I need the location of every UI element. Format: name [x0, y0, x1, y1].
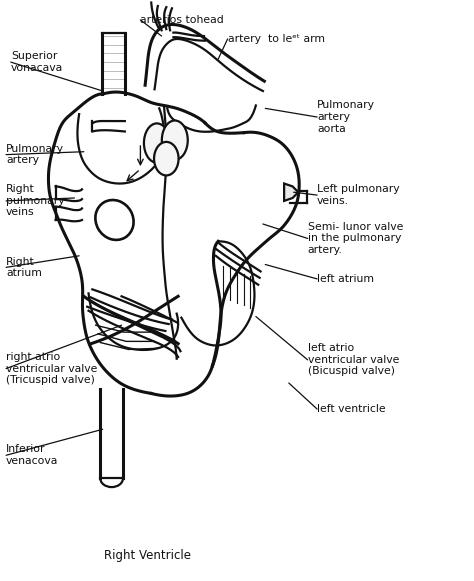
- Ellipse shape: [154, 142, 179, 175]
- Text: left ventricle: left ventricle: [317, 404, 386, 414]
- Text: Right
atrium: Right atrium: [6, 257, 42, 278]
- Text: Pulmonary
artery: Pulmonary artery: [6, 144, 64, 166]
- Text: artery  to leᵉᵗ arm: artery to leᵉᵗ arm: [228, 34, 325, 44]
- Polygon shape: [284, 184, 298, 201]
- Ellipse shape: [162, 120, 188, 160]
- Text: right atrio
ventricular valve
(Tricuspid valve): right atrio ventricular valve (Tricuspid…: [6, 352, 98, 385]
- Text: Inferior
venacova: Inferior venacova: [6, 444, 58, 466]
- Text: arterios tohead: arterios tohead: [140, 15, 224, 25]
- Text: left atrio
ventricular valve
(Bicuspid valve): left atrio ventricular valve (Bicuspid v…: [308, 343, 399, 376]
- Text: Semi- lunor valve
in the pulmonary
artery.: Semi- lunor valve in the pulmonary arter…: [308, 222, 403, 255]
- Text: Pulmonary
artery
aorta: Pulmonary artery aorta: [317, 101, 375, 134]
- Text: Right Ventricle: Right Ventricle: [104, 549, 191, 562]
- Text: left atrium: left atrium: [317, 274, 374, 284]
- Text: Left pulmonary
veins.: Left pulmonary veins.: [317, 184, 400, 206]
- Text: Superior
vonacava: Superior vonacava: [11, 51, 63, 73]
- Ellipse shape: [144, 123, 170, 163]
- Text: Right
pulmonary
veins: Right pulmonary veins: [6, 184, 65, 217]
